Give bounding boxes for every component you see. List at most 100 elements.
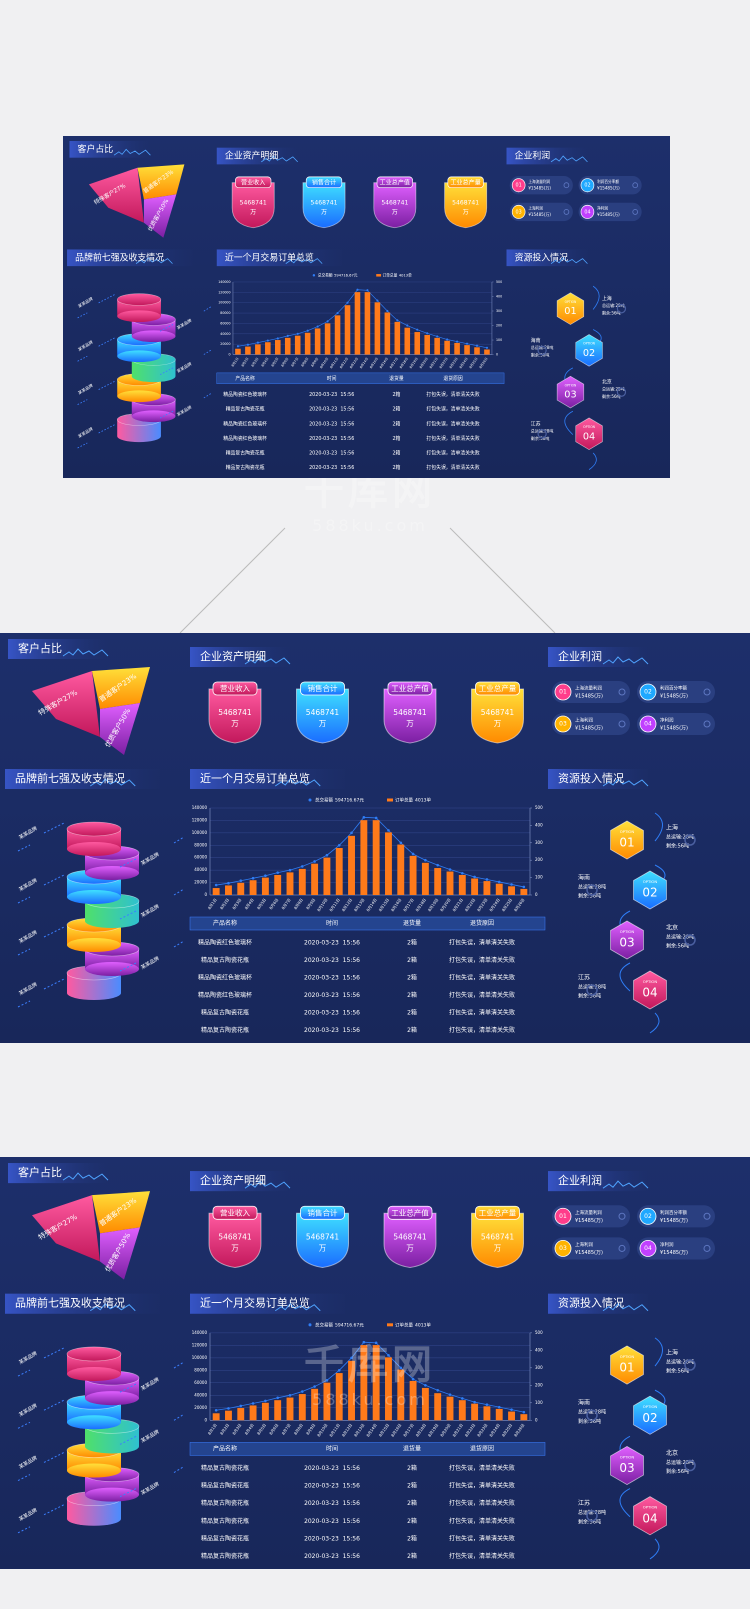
brand-connector	[119, 836, 185, 868]
resource-remain: 剩余:56吨	[666, 943, 689, 950]
line-point	[426, 332, 429, 335]
bar	[323, 857, 331, 895]
profit-value: ¥15485(万)	[597, 186, 620, 191]
resource-hex	[610, 920, 644, 960]
line-point	[301, 1390, 304, 1393]
line-point	[350, 1356, 353, 1360]
resource-city: 江苏	[578, 1499, 590, 1507]
bar	[372, 820, 380, 895]
resource-index: 02	[642, 886, 657, 900]
resource-icon	[586, 1409, 598, 1422]
table-cell: 打包失误，清单清关失败	[426, 464, 479, 471]
asset-card	[296, 688, 349, 744]
asset-card-label: 销售合计	[308, 683, 338, 693]
y-tick-label: 60000	[194, 1380, 207, 1385]
profit-pill	[637, 1205, 715, 1228]
line-point	[366, 289, 369, 292]
section-title-bg	[190, 769, 345, 789]
resource-tag: OPTION	[620, 829, 635, 834]
bar	[334, 315, 341, 355]
resource-tag: OPTION	[620, 929, 635, 934]
line	[216, 816, 524, 888]
x-tick-label: 8月6日	[268, 897, 279, 910]
asset-card-label: 工业总产值	[391, 1207, 429, 1217]
x-tick-label: 8月2日	[219, 897, 230, 910]
asset-card-value: 5468741	[218, 1232, 252, 1241]
x-tick-label: 8月20日	[419, 357, 429, 369]
asset-card-unit: 万	[494, 719, 502, 728]
line-point	[337, 843, 341, 847]
y-tick-label: 20000	[220, 342, 230, 346]
bar	[274, 1400, 282, 1421]
table-header-bg	[189, 1442, 546, 1456]
table-cell: 打包失误，清单清关失败	[449, 1464, 515, 1472]
table-cell: 2箱	[392, 406, 400, 413]
line-point	[485, 1403, 489, 1406]
asset-card-label: 工业总产量	[479, 1207, 517, 1217]
brand-connector	[119, 1361, 185, 1393]
resource-remain: 剩余:56吨	[578, 993, 601, 1000]
x-tick-label: 8月7日	[290, 357, 299, 368]
table-header-cell: 退货原因	[443, 375, 462, 382]
profit-index: 02	[644, 689, 652, 696]
y-tick-label: 20000	[194, 880, 207, 885]
table-cell: 2箱	[392, 435, 400, 442]
x-tick-label: 8月24日	[459, 357, 469, 369]
resource-city: 上海	[602, 295, 612, 302]
resource-index: 04	[583, 431, 595, 442]
asset-card-unit: 万	[231, 1243, 239, 1252]
asset-card-unit: 万	[494, 1243, 502, 1252]
resource-city: 江苏	[531, 420, 541, 427]
line-point	[448, 868, 452, 871]
profit-index: 03	[559, 1245, 567, 1252]
profit-label: 净利润	[660, 717, 674, 724]
resource-connector	[619, 812, 666, 1034]
bar	[374, 302, 381, 355]
line-point	[301, 865, 304, 868]
line-point	[239, 879, 243, 883]
legend-swatch	[387, 1323, 393, 1327]
table-cell: 2020-03-23 15:56	[304, 1518, 360, 1525]
y2-tick-label: 0	[535, 1417, 538, 1422]
table-cell: 打包失误，清单清关失败	[426, 435, 479, 442]
profit-index: 04	[584, 209, 590, 215]
line-point	[461, 871, 464, 875]
table-cell: 2箱	[392, 464, 400, 471]
bar	[474, 347, 480, 355]
bar	[446, 871, 454, 895]
asset-card-value: 5468741	[481, 1232, 515, 1241]
line-point	[336, 311, 339, 315]
resource-hex	[575, 334, 603, 367]
bar	[294, 335, 301, 355]
table-cell: 2箱	[407, 939, 417, 947]
table-cell: 2020-03-23 15:56	[304, 992, 360, 999]
brand-cylinder-bottom	[85, 866, 139, 880]
y2-tick-label: 300	[535, 1365, 543, 1370]
asset-card-label: 销售合计	[312, 179, 336, 187]
section-title-bg	[190, 1293, 345, 1314]
asset-card	[296, 1212, 349, 1269]
line-point	[510, 1408, 513, 1411]
line-point	[214, 1408, 218, 1412]
legend-label: 订单总量	[383, 272, 398, 277]
section-title: 品牌前七强及收支情况	[15, 1296, 125, 1310]
x-tick-label: 8月3日	[231, 897, 242, 910]
resource-tag: OPTION	[643, 1505, 658, 1510]
title-wave	[89, 1302, 136, 1312]
bar	[483, 881, 491, 895]
y-tick-label: 80000	[194, 842, 207, 847]
title-wave	[285, 257, 323, 264]
line-point	[387, 1354, 390, 1357]
profit-pill	[578, 176, 642, 195]
table-header-cell: 退货原因	[470, 1444, 494, 1452]
resource-hex	[633, 870, 667, 910]
table-cell: 2箱	[407, 956, 417, 964]
line-point	[326, 320, 329, 323]
resource-city: 海南	[578, 874, 590, 882]
brand-connector	[119, 940, 185, 972]
y-tick-label: 120000	[218, 290, 230, 294]
bar	[261, 1402, 269, 1421]
asset-card-unit: 万	[406, 719, 414, 728]
bar	[520, 1414, 528, 1421]
bar	[471, 1403, 479, 1421]
